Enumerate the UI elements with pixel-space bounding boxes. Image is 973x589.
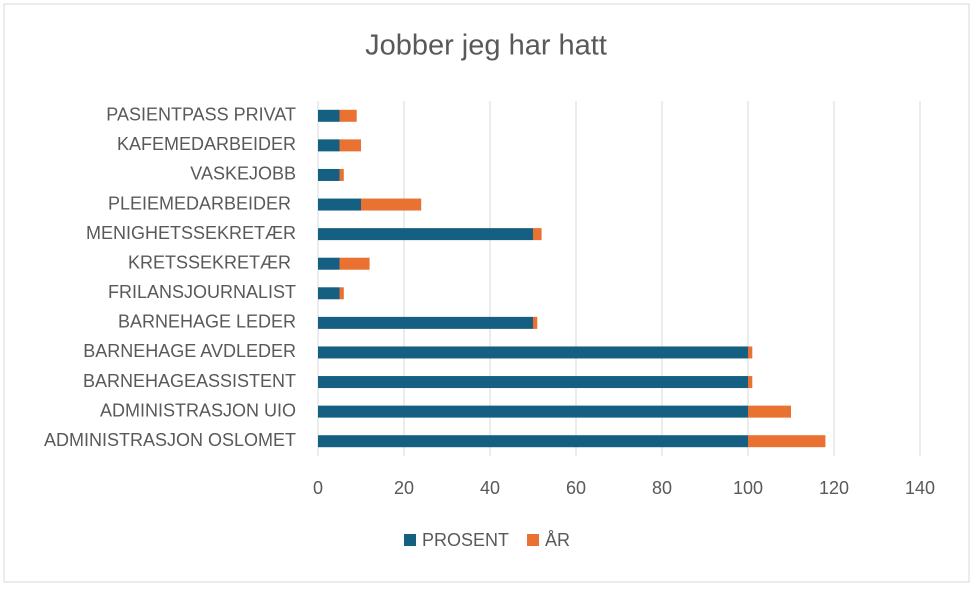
y-tick-label: KRETSSEKRETÆR <box>128 252 296 272</box>
x-tick-label: 80 <box>652 478 672 498</box>
y-tick-label: BARNEHAGE AVDLEDER <box>83 341 296 361</box>
bar <box>748 376 753 389</box>
bar <box>748 405 791 418</box>
legend-swatch <box>404 534 416 546</box>
y-tick-label: KAFEMEDARBEIDER <box>117 134 296 154</box>
bar <box>318 109 340 122</box>
chart-frame <box>3 3 970 583</box>
bar <box>533 316 538 329</box>
y-tick-label: PLEIEMEDARBEIDER <box>108 193 296 213</box>
bar <box>318 168 340 181</box>
bar <box>339 139 361 152</box>
y-tick-label: BARNEHAGE LEDER <box>118 312 296 332</box>
chart-title: Jobber jeg har hatt <box>365 30 607 62</box>
bar <box>339 257 370 270</box>
bar <box>318 376 748 389</box>
bar <box>318 435 748 448</box>
bar <box>318 139 340 152</box>
bar <box>748 435 826 448</box>
y-tick-label: FRILANSJOURNALIST <box>108 282 296 302</box>
x-tick-label: 60 <box>566 478 586 498</box>
legend-label: PROSENT <box>422 530 509 550</box>
x-tick-label: 40 <box>480 478 500 498</box>
bar <box>361 198 422 211</box>
legend-label: ÅR <box>545 530 570 550</box>
bar <box>339 168 344 181</box>
bar <box>318 228 533 241</box>
x-tick-label: 20 <box>394 478 414 498</box>
bar <box>318 346 748 359</box>
x-tick-label: 140 <box>905 478 935 498</box>
legend-swatch <box>527 534 540 546</box>
bar <box>339 109 357 122</box>
bar <box>533 228 542 241</box>
bar <box>318 405 748 418</box>
x-tick-label: 100 <box>733 478 763 498</box>
bar <box>339 287 344 300</box>
y-tick-label: ADMINISTRASJON OSLOMET <box>44 430 296 450</box>
y-tick-label: MENIGHETSSEKRETÆR <box>86 223 296 243</box>
y-tick-label: ADMINISTRASJON UIO <box>100 400 296 420</box>
x-tick-label: 0 <box>313 478 323 498</box>
bar <box>318 198 361 211</box>
bar <box>318 257 340 270</box>
y-tick-label: VASKEJOBB <box>190 164 296 184</box>
y-tick-label: BARNEHAGEASSISTENT <box>83 371 296 391</box>
y-tick-label: PASIENTPASS PRIVAT <box>106 105 296 125</box>
bar <box>318 316 533 329</box>
bar <box>748 346 753 359</box>
bar <box>318 287 340 300</box>
x-tick-label: 120 <box>819 478 849 498</box>
